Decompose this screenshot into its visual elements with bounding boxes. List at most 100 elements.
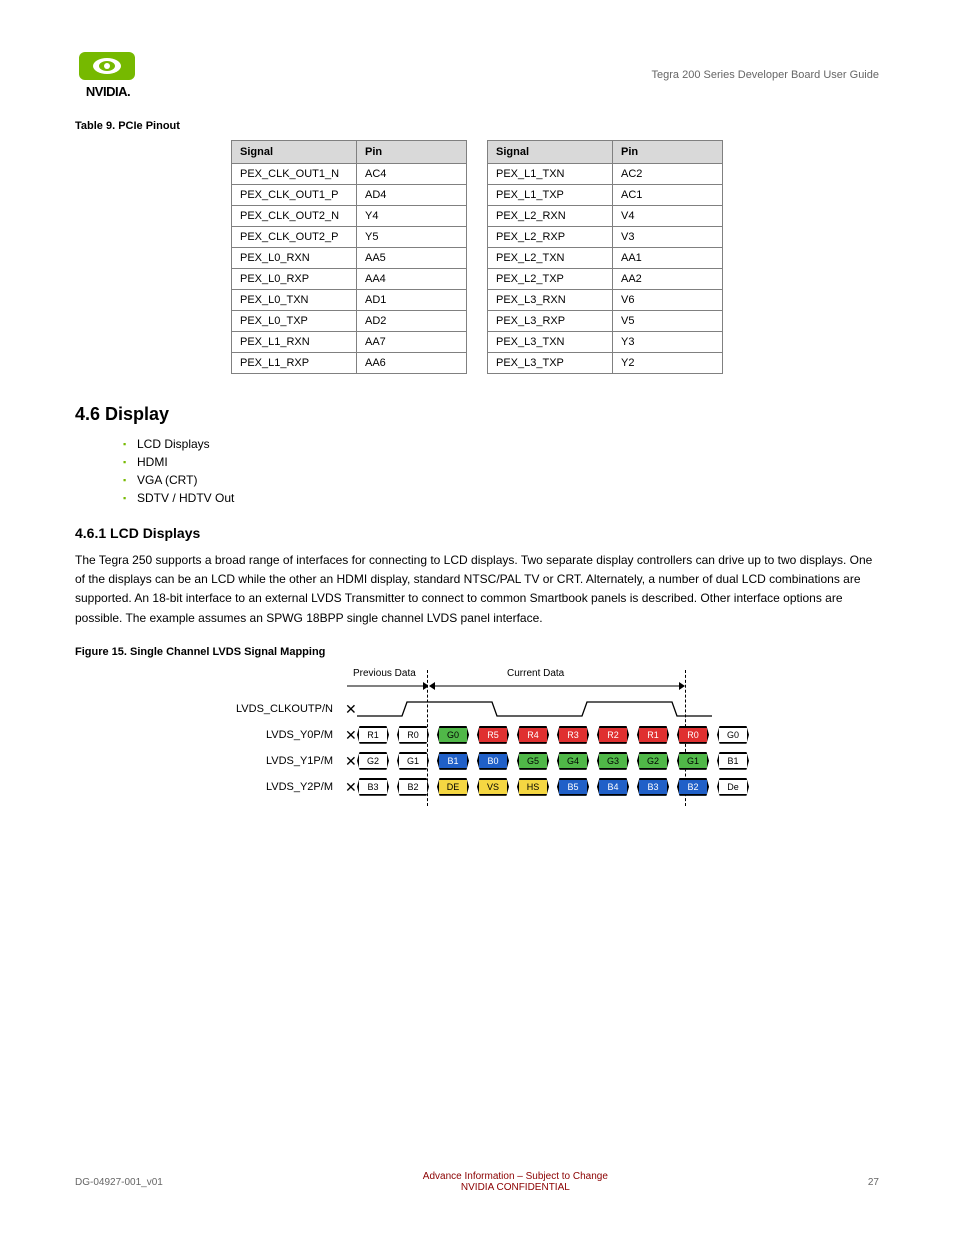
table-cell: PEX_L3_TXN	[488, 332, 613, 353]
timing-cell: B1	[717, 752, 749, 770]
section-heading: 4.6 Display	[75, 404, 879, 425]
footer-docnum: DG-04927-001_v01	[75, 1177, 163, 1188]
subsection-heading: 4.6.1 LCD Displays	[75, 525, 879, 541]
table-row: PEX_L1_TXPAC1	[488, 185, 723, 206]
lane-y2: LVDS_Y2P/M ✕B3B2DEVSHSB5B4B3B2De	[205, 776, 749, 798]
table-cell: V3	[613, 227, 723, 248]
doc-title: Tegra 200 Series Developer Board User Gu…	[652, 69, 879, 81]
timing-cell: R1	[637, 726, 669, 744]
col-header-signal: Signal	[232, 141, 357, 164]
timing-cell: G2	[637, 752, 669, 770]
display-feature-list: LCD DisplaysHDMIVGA (CRT)SDTV / HDTV Out	[123, 435, 879, 507]
table-cell: Y5	[357, 227, 467, 248]
table-cell: AD1	[357, 290, 467, 311]
figure-caption: Figure 15. Single Channel LVDS Signal Ma…	[75, 646, 879, 658]
table-cell: PEX_L0_TXN	[232, 290, 357, 311]
timing-cell: De	[717, 778, 749, 796]
footer-line1: Advance Information – Subject to Change	[423, 1171, 608, 1182]
table-row: PEX_L0_TXPAD2	[232, 311, 467, 332]
nvidia-logo: NVIDIA.	[75, 50, 141, 100]
list-item: LCD Displays	[123, 435, 879, 453]
page-footer: DG-04927-001_v01 Advance Information – S…	[75, 1171, 879, 1193]
table-row: PEX_L3_RXNV6	[488, 290, 723, 311]
timing-cell: G4	[557, 752, 589, 770]
lane-y0: LVDS_Y0P/M ✕R1R0G0R5R4R3R2R1R0G0	[205, 724, 749, 746]
table-cell: PEX_L0_RXP	[232, 269, 357, 290]
table-row: PEX_L2_RXPV3	[488, 227, 723, 248]
table-cell: PEX_L0_RXN	[232, 248, 357, 269]
table-cell: AA4	[357, 269, 467, 290]
table-cell: Y2	[613, 353, 723, 374]
table-cell: AC4	[357, 164, 467, 185]
table-cell: V5	[613, 311, 723, 332]
table-cell: PEX_L2_RXP	[488, 227, 613, 248]
footer-line2: NVIDIA CONFIDENTIAL	[423, 1182, 608, 1193]
table-row: PEX_L0_RXNAA5	[232, 248, 467, 269]
timing-cell: B3	[637, 778, 669, 796]
timing-cell: VS	[477, 778, 509, 796]
timing-cell: R2	[597, 726, 629, 744]
timing-cell: R5	[477, 726, 509, 744]
table-cell: AC2	[613, 164, 723, 185]
table-row: PEX_L0_RXPAA4	[232, 269, 467, 290]
pinout-table-wrap: Signal Pin PEX_CLK_OUT1_NAC4PEX_CLK_OUT1…	[75, 140, 879, 374]
timing-cell: R1	[357, 726, 389, 744]
table-cell: AA1	[613, 248, 723, 269]
table-row: PEX_CLK_OUT1_PAD4	[232, 185, 467, 206]
timing-cell: G5	[517, 752, 549, 770]
table-cell: AD2	[357, 311, 467, 332]
col-header-signal: Signal	[488, 141, 613, 164]
lane-label: LVDS_Y1P/M	[205, 755, 345, 767]
timing-cell: R0	[677, 726, 709, 744]
lane-y1: LVDS_Y1P/M ✕G2G1B1B0G5G4G3G2G1B1	[205, 750, 749, 772]
table-row: PEX_L1_RXPAA6	[232, 353, 467, 374]
prev-data-label: Previous Data	[353, 668, 416, 679]
table-cell: PEX_L3_RXN	[488, 290, 613, 311]
table-cell: PEX_L1_TXP	[488, 185, 613, 206]
table-cell: PEX_L3_RXP	[488, 311, 613, 332]
table-cell: PEX_L0_TXP	[232, 311, 357, 332]
lane-label: LVDS_Y2P/M	[205, 781, 345, 793]
list-item: HDMI	[123, 453, 879, 471]
lane-label: LVDS_Y0P/M	[205, 729, 345, 741]
timing-cell: R4	[517, 726, 549, 744]
table-row: PEX_L0_TXNAD1	[232, 290, 467, 311]
clk-waveform	[357, 700, 712, 718]
table-cell: V6	[613, 290, 723, 311]
table-cell: PEX_CLK_OUT1_P	[232, 185, 357, 206]
col-header-pin: Pin	[613, 141, 723, 164]
timing-cell: DE	[437, 778, 469, 796]
table-row: PEX_CLK_OUT2_PY5	[232, 227, 467, 248]
table-row: PEX_L2_TXNAA1	[488, 248, 723, 269]
table-cell: AC1	[613, 185, 723, 206]
table-row: PEX_CLK_OUT1_NAC4	[232, 164, 467, 185]
timing-cell: G0	[717, 726, 749, 744]
table-row: PEX_L3_TXNY3	[488, 332, 723, 353]
timing-cell: B0	[477, 752, 509, 770]
table-cell: PEX_L2_RXN	[488, 206, 613, 227]
timing-cell: B2	[677, 778, 709, 796]
lcd-paragraph: The Tegra 250 supports a broad range of …	[75, 551, 879, 628]
timing-cell: B1	[437, 752, 469, 770]
lane-label: LVDS_CLKOUTP/N	[205, 703, 345, 715]
table-cell: PEX_L2_TXN	[488, 248, 613, 269]
timing-header: Previous Data Current Data	[357, 668, 712, 692]
timing-cell: R3	[557, 726, 589, 744]
timing-cell: HS	[517, 778, 549, 796]
page-header: NVIDIA. Tegra 200 Series Developer Board…	[75, 50, 879, 100]
timing-cell: B4	[597, 778, 629, 796]
timing-cell: B5	[557, 778, 589, 796]
lane-clk: LVDS_CLKOUTP/N ✕	[205, 698, 749, 720]
timing-diagram: Previous Data Current Data LVDS_CLKOUTP/…	[75, 668, 879, 802]
table-cell: AA5	[357, 248, 467, 269]
svg-text:NVIDIA.: NVIDIA.	[86, 84, 130, 99]
table-row: PEX_L2_RXNV4	[488, 206, 723, 227]
timing-cell: G0	[437, 726, 469, 744]
table-cell: PEX_CLK_OUT2_N	[232, 206, 357, 227]
pinout-table-right: Signal Pin PEX_L1_TXNAC2PEX_L1_TXPAC1PEX…	[487, 140, 723, 374]
table-cell: AA7	[357, 332, 467, 353]
table-cell: V4	[613, 206, 723, 227]
table-cell: PEX_L1_RXN	[232, 332, 357, 353]
table-cell: Y3	[613, 332, 723, 353]
footer-pagenum: 27	[868, 1177, 879, 1188]
